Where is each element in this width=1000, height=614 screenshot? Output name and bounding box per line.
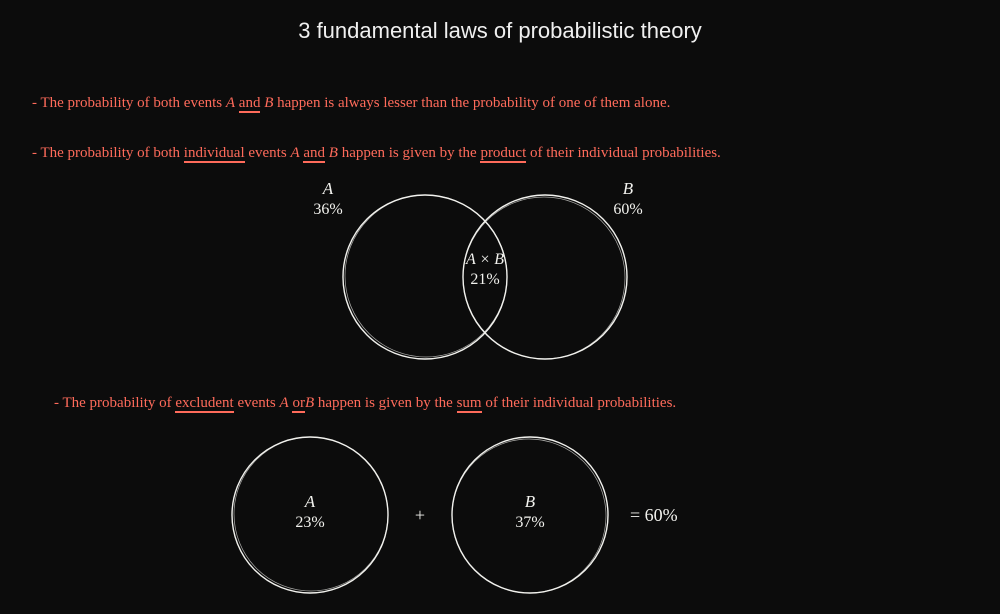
venn2-label-a-pct: 23% (295, 514, 324, 531)
law3-excludent: excludent (175, 396, 233, 413)
law3-A: A (280, 395, 289, 411)
law2-suffix: of their individual probabilities. (526, 145, 721, 161)
venn2-equals: = 60% (630, 505, 678, 525)
law3-mid2: happen is given by the (314, 395, 456, 411)
venn1-center-text: A × B (465, 251, 504, 268)
law2-prefix: - The probability of both (32, 145, 184, 161)
law2-A: A (290, 145, 299, 161)
law2-B: B (329, 145, 338, 161)
law-1: - The probability of both events A and B… (32, 95, 670, 113)
law3-sum: sum (457, 396, 482, 413)
law2-individual: individual (184, 146, 245, 163)
law2-product: product (480, 146, 526, 163)
law2-mid2: happen is given by the (338, 145, 480, 161)
law1-and: and (239, 96, 261, 113)
venn1-label-a-name: A (322, 179, 334, 198)
law3-or: or (292, 396, 305, 413)
law2-mid1: events (245, 145, 291, 161)
venn-overlap-svg: A 36% B 60% A × B 21% (280, 172, 700, 367)
law1-B: B (264, 95, 273, 111)
venn2-plus: + (415, 505, 425, 525)
law1-suffix: happen is always lesser than the probabi… (273, 95, 670, 111)
law3-suffix: of their individual probabilities. (482, 395, 677, 411)
venn-overlap: A 36% B 60% A × B 21% (280, 172, 700, 367)
law3-mid1: events (234, 395, 280, 411)
venn2-label-b-pct: 37% (515, 514, 544, 531)
law1-prefix: - The probability of both events (32, 95, 226, 111)
venn1-label-a-pct: 36% (313, 201, 342, 218)
law2-and: and (303, 146, 325, 163)
law1-A: A (226, 95, 235, 111)
venn1-label-b-name: B (623, 179, 634, 198)
venn2-label-b-name: B (525, 492, 536, 511)
venn1-center-pct: 21% (470, 271, 499, 288)
law-3: - The probability of excludent events A … (54, 395, 676, 413)
page-title: 3 fundamental laws of probabilistic theo… (0, 0, 1000, 44)
venn1-label-b-pct: 60% (613, 201, 642, 218)
law3-prefix: - The probability of (54, 395, 175, 411)
venn2-label-a-name: A (304, 492, 316, 511)
law3-B: B (305, 395, 314, 411)
venn-disjoint-svg: A 23% B 37% + = 60% (200, 425, 760, 605)
law-2: - The probability of both individual eve… (32, 145, 721, 163)
venn-disjoint: A 23% B 37% + = 60% (200, 425, 760, 605)
